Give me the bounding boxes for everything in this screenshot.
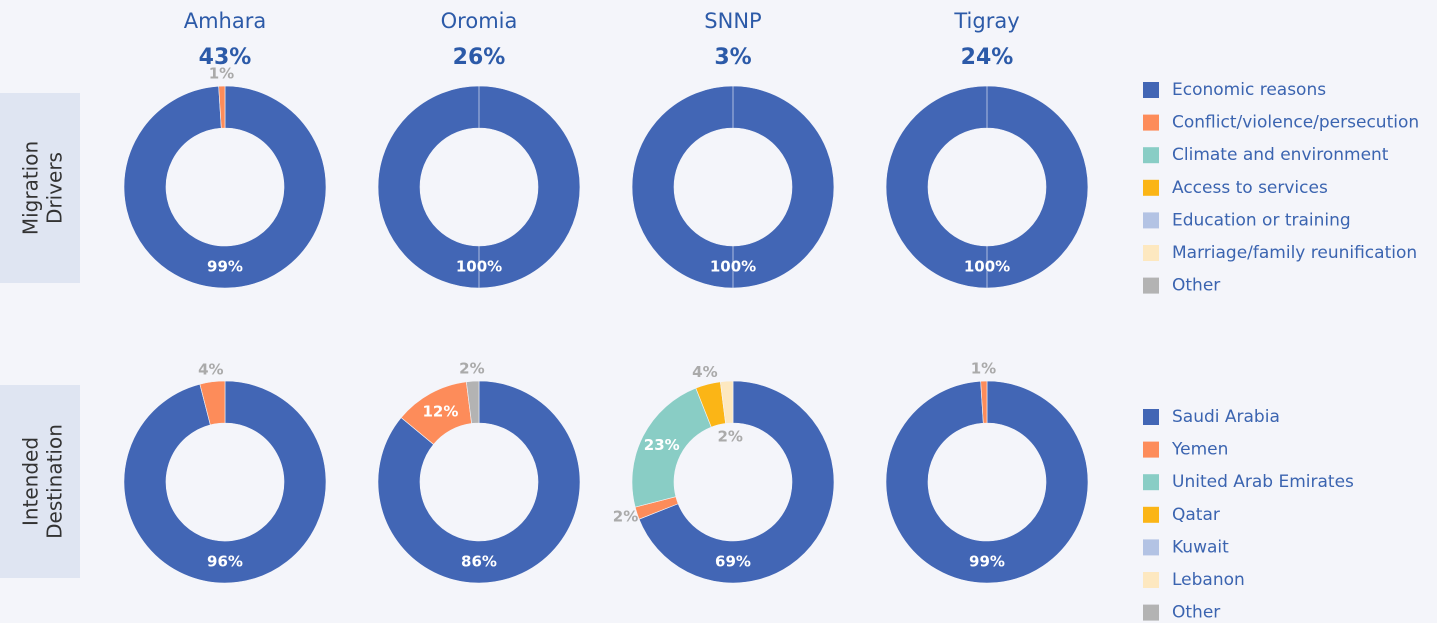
data-label: 2% (717, 428, 742, 446)
donut-segment (123, 85, 327, 289)
region-name: Tigray (953, 9, 1019, 33)
legend-label: Climate and environment (1172, 145, 1389, 165)
donut-segment (638, 380, 835, 584)
legend-label: Yemen (1171, 440, 1228, 460)
legend-label: Education or training (1172, 210, 1351, 230)
legend-swatch (1143, 147, 1159, 164)
donut-segment (377, 380, 581, 584)
legend-label: Other (1172, 276, 1220, 296)
donut-segment (885, 380, 1089, 584)
donut-segment (466, 380, 480, 424)
row-label: Migration (19, 141, 43, 235)
donut-segment (631, 85, 835, 289)
data-label: 4% (198, 360, 223, 378)
legend-label: Kuwait (1172, 537, 1229, 557)
legend-label: Economic reasons (1172, 80, 1326, 100)
legend-label: Qatar (1172, 505, 1220, 525)
data-label: 100% (710, 258, 756, 276)
region-name: Oromia (441, 9, 518, 33)
legend-swatch (1143, 474, 1159, 491)
row-label: Destination (43, 424, 67, 539)
row-label-box (0, 93, 80, 283)
data-label: 12% (423, 402, 459, 420)
donut-segment (377, 85, 581, 289)
data-label: 100% (964, 258, 1010, 276)
donut-segment (218, 85, 226, 129)
legend-label: Other (1172, 603, 1220, 623)
legend-swatch (1143, 572, 1159, 588)
donut-segment (720, 380, 734, 424)
data-label: 2% (459, 360, 484, 378)
region-share: 24% (961, 45, 1014, 70)
legend-label: United Arab Emirates (1172, 472, 1354, 492)
legend-swatch (1143, 506, 1159, 523)
legend-swatch (1143, 179, 1159, 196)
legend-label: Lebanon (1172, 570, 1245, 590)
legend-label: Access to services (1172, 178, 1328, 198)
data-label: 86% (461, 553, 497, 571)
row-label: Intended (19, 437, 43, 526)
legend-swatch (1143, 212, 1159, 229)
legend-swatch (1143, 604, 1159, 621)
region-name: Amhara (184, 9, 267, 33)
legend-label: Conflict/violence/persecution (1172, 113, 1419, 133)
data-label: 100% (456, 258, 502, 276)
donut-segment (980, 380, 988, 424)
data-label: 96% (207, 553, 243, 571)
data-label: 23% (644, 436, 680, 454)
donut-segment (123, 380, 327, 584)
data-label: 2% (613, 507, 638, 525)
legend-swatch (1143, 409, 1159, 425)
donut-segment (199, 380, 226, 426)
data-label: 1% (971, 360, 996, 378)
data-label: 99% (207, 258, 243, 276)
data-label: 69% (715, 553, 751, 571)
legend-label: Saudi Arabia (1172, 407, 1280, 427)
row-label: Drivers (43, 152, 67, 224)
legend-swatch (1143, 441, 1159, 458)
donut-segment (885, 85, 1089, 289)
legend-swatch (1143, 245, 1159, 261)
legend-swatch (1143, 114, 1159, 131)
legend-swatch (1143, 277, 1159, 294)
region-share: 26% (453, 45, 506, 70)
region-share: 43% (199, 45, 252, 70)
legend-swatch (1143, 539, 1159, 556)
region-name: SNNP (704, 9, 761, 33)
data-label: 99% (969, 553, 1005, 571)
legend-swatch (1143, 82, 1159, 98)
row-label-box (0, 385, 80, 578)
legend-label: Marriage/family reunification (1172, 243, 1417, 263)
region-share: 3% (714, 45, 751, 70)
data-label: 4% (692, 363, 717, 381)
data-label: 1% (209, 65, 234, 83)
